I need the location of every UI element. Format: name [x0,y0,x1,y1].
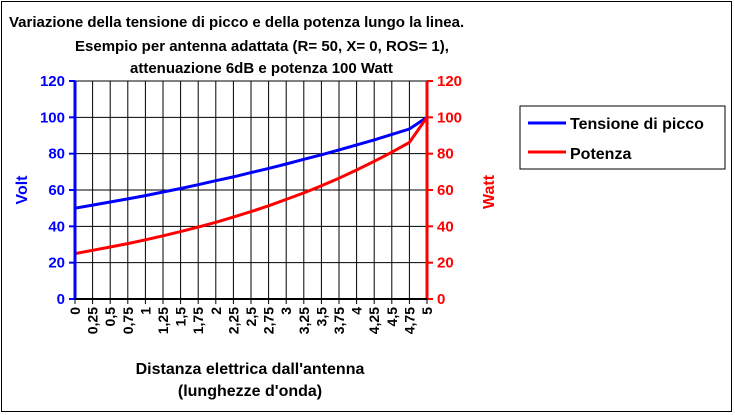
y-right-tick-label: 100 [437,109,462,126]
x-tick-label: 4,25 [366,307,382,334]
x-axis-label-line-2: (lunghezze d'onda) [178,383,322,400]
x-tick-label: 4 [349,307,365,315]
x-tick-label: 3,75 [331,307,347,334]
axes [69,80,433,304]
x-tick-label: 3,25 [296,307,312,334]
y-left-tick-label: 20 [48,255,65,272]
x-axis-label-line-1: Distanza elettrica dall'antenna [136,361,365,378]
chart-title: Variazione della tensione di picco e del… [9,14,464,77]
y-left-axis-label: Volt [14,175,31,205]
legend-box [519,105,726,170]
x-tick-label: 2 [208,307,224,315]
legend-label-tensione: Tensione di picco [570,116,704,133]
chart-title-line-2: Esempio per antenna adattata (R= 50, X= … [75,38,449,55]
legend-label-potenza: Potenza [570,146,631,163]
series-line-tensione [74,116,428,210]
x-tick-label: 1,25 [155,307,171,334]
x-tick-label: 2,75 [261,307,277,334]
x-tick-label: 4,75 [401,307,417,334]
x-tick-label: 4,5 [384,307,400,327]
x-tick-label: 2,5 [243,307,259,327]
y-left-tick-label: 0 [57,291,65,308]
x-tick-label: 3 [278,307,294,315]
x-tick-label: 0,75 [120,307,136,334]
grid [74,80,428,300]
y-right-axis-label: Watt [481,174,498,209]
y-left-tick-label: 80 [48,146,65,163]
legend: Tensione di picco Potenza [519,105,726,170]
y-left-tick-label: 40 [48,218,65,235]
series-line-potenza [74,116,429,256]
y-right-tick-label: 120 [437,73,462,90]
y-right-tick-label: 60 [437,182,454,199]
y-left-tick-label: 100 [40,109,65,126]
x-tick-label: 1,75 [190,307,206,334]
x-tick-label: 2,25 [225,307,241,334]
chart-title-line-1: Variazione della tensione di picco e del… [9,14,464,31]
y-right-tick-label: 80 [437,146,454,163]
series-layer [74,116,429,256]
y-right-tick-label: 0 [437,291,445,308]
x-tick-label: 0,25 [85,307,101,334]
y-left-tick-label: 120 [40,73,65,90]
x-tick-label: 0 [67,307,83,315]
y-right-tick-label: 40 [437,218,454,235]
chart-title-line-3: attenuazione 6dB e potenza 100 Watt [130,60,393,77]
x-tick-label: 3,5 [313,307,329,327]
x-tick-label: 1,5 [173,307,189,327]
y-right-tick-label: 20 [437,255,454,272]
x-tick-label: 1 [137,307,153,315]
y-left-tick-label: 60 [48,182,65,199]
x-tick-label: 0,5 [102,307,118,327]
x-tick-label: 5 [419,307,435,315]
